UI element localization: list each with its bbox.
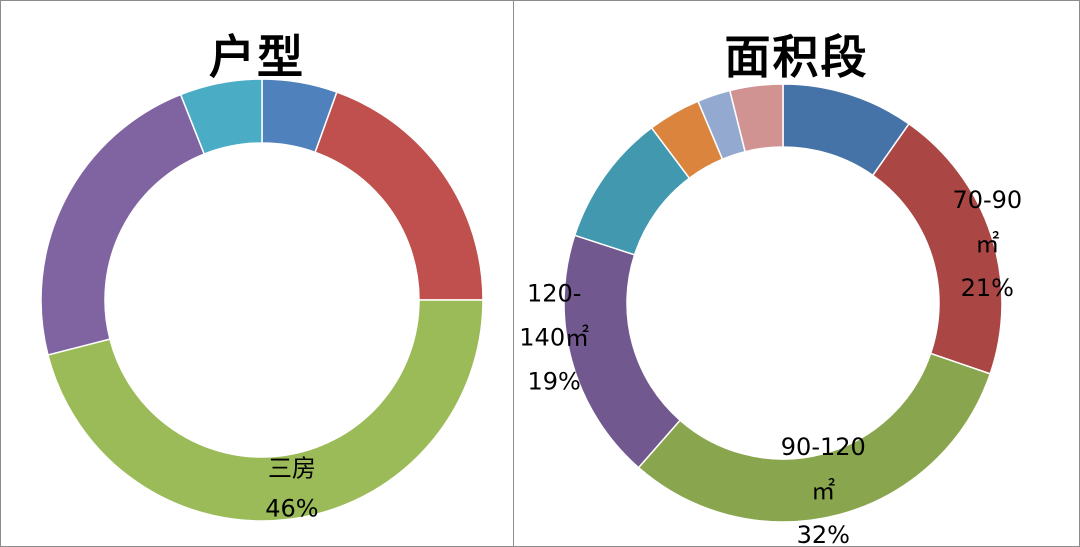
donut-data-label-1-1-1: ㎡ [975, 230, 999, 258]
area-range-chart-panel: 面积段 70-90 ㎡ 21% 90-120 ㎡ 32% 120- 140㎡ 19% [514, 1, 1079, 546]
donut-data-label-1-2-1: ㎡ [811, 477, 835, 505]
donut-data-label-1-2-2: 32% [797, 521, 850, 546]
donut-slice-0-1 [314, 91, 484, 301]
donut-data-label-1-3-1: 140㎡ [519, 324, 589, 352]
donut-data-label-1-3-0: 120- [527, 280, 581, 308]
donut-slice-0-3 [40, 93, 206, 356]
donut-slice-1-2 [637, 352, 992, 523]
donut-slice-0-2 [47, 299, 484, 522]
donut-chart-area-range: 70-90 ㎡ 21% 90-120 ㎡ 32% 120- 140㎡ 19% [519, 83, 1022, 546]
unit-type-chart-panel: 户型 三房 46% [1, 1, 513, 546]
donut-slice-0-4 [179, 78, 263, 155]
donut-data-label-0-2-1: 46% [265, 494, 318, 522]
donut-data-label-0-2-0: 三房 [268, 454, 316, 482]
donut-data-label-1-1-2: 21% [961, 274, 1014, 302]
donut-chart-unit-type: 三房 46% [40, 78, 484, 522]
chart-title-area-range: 面积段 [724, 30, 869, 84]
chart-title-unit-type: 户型 [209, 30, 305, 84]
panel-divider [513, 1, 514, 546]
donut-data-label-1-2-0: 90-120 [781, 433, 866, 461]
donut-data-label-1-1-0: 70-90 [952, 186, 1022, 214]
donut-slice-1-7 [728, 83, 784, 153]
donut-data-label-1-3-2: 19% [528, 368, 581, 396]
